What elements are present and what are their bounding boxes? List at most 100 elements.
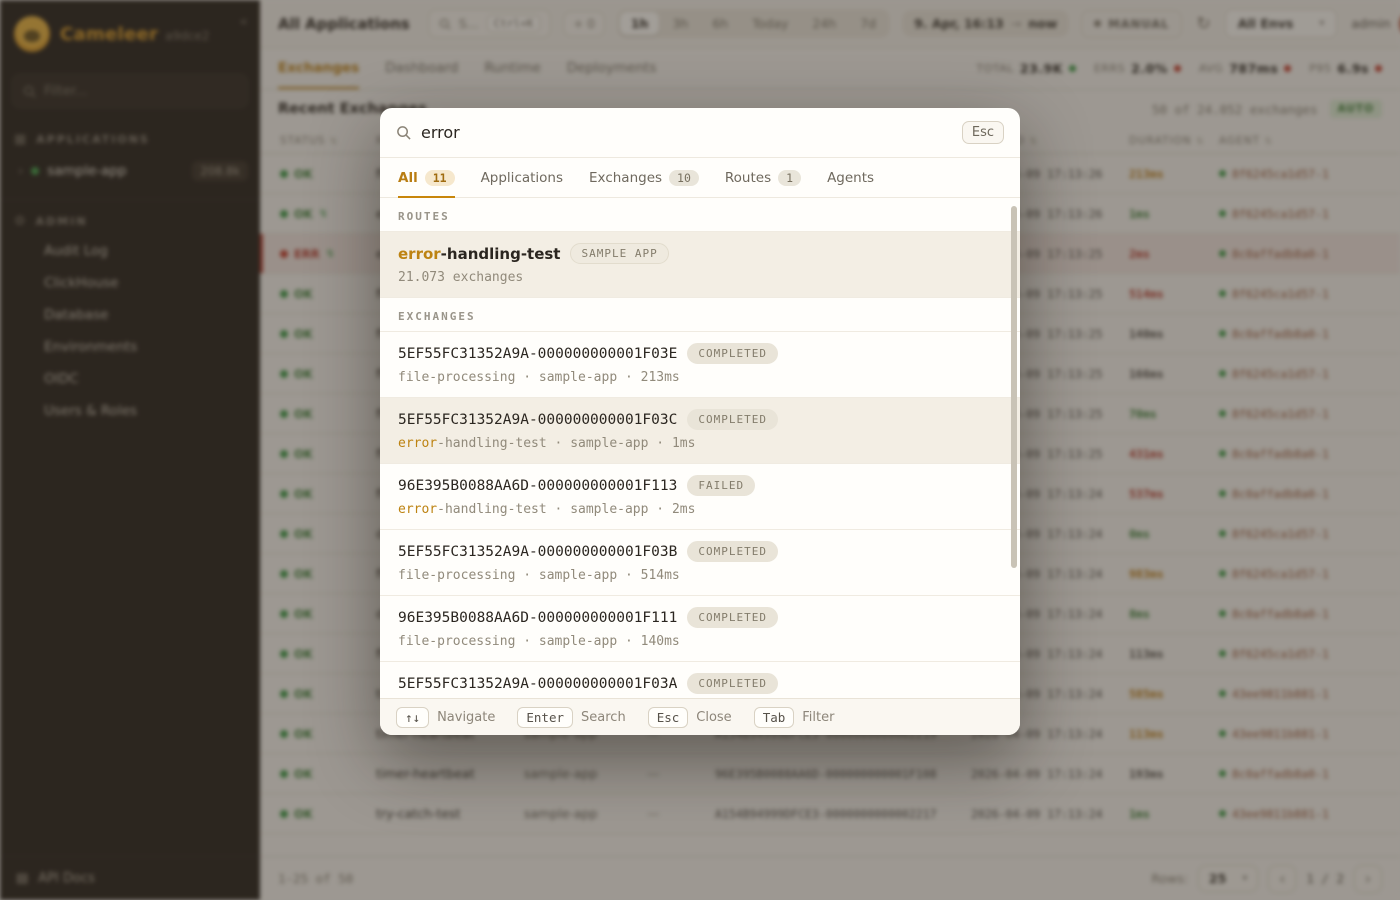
sidebar-item-oidc[interactable]: OIDC: [44, 371, 79, 387]
agent-cell[interactable]: 8c0affadb8a0-1: [1219, 487, 1369, 501]
agent-cell[interactable]: 8f6245ca1d57-1: [1219, 647, 1369, 661]
sidebar-item-database[interactable]: Database: [44, 307, 109, 323]
agent-cell[interactable]: 8f6245ca1d57-1: [1219, 367, 1369, 381]
agent-id: 8f6245ca1d57-1: [1232, 406, 1329, 421]
app-badge: SAMPLE APP: [570, 243, 669, 264]
agent-cell[interactable]: 8c0affadb8a0-1: [1219, 447, 1369, 461]
status-cell: OK: [280, 447, 368, 461]
tab-deployments[interactable]: Deployments: [566, 59, 657, 76]
route-result-item[interactable]: error-handling-test SAMPLE APP 21.073 exch…: [380, 232, 1020, 298]
tab-exchanges[interactable]: Exchanges: [278, 48, 360, 89]
exchange-result-item[interactable]: 96E395B0088AA6D-000000000001F113 FAILED er…: [380, 464, 1020, 530]
modal-tab-exchanges[interactable]: Exchanges 10: [589, 170, 699, 198]
status-dot: [280, 169, 288, 178]
route-cell: try-catch-test: [376, 806, 461, 821]
time-range-1h[interactable]: 1h: [619, 12, 660, 35]
agent-cell[interactable]: 8f6245ca1d57-1: [1219, 287, 1369, 301]
agent-cell[interactable]: 8f6245ca1d57-1: [1219, 407, 1369, 421]
status-text: OK: [294, 526, 313, 541]
status-text: OK: [294, 686, 313, 701]
time-range-today[interactable]: Today: [752, 16, 789, 31]
modal-tab-label: Applications: [480, 170, 564, 186]
match-text: error: [398, 502, 438, 517]
add-filter-chip[interactable]: + 0: [563, 10, 605, 37]
tab-dashboard[interactable]: Dashboard: [385, 59, 459, 76]
agent-id: 8f6245ca1d57-1: [1232, 526, 1329, 541]
agent-cell[interactable]: 8f6245ca1d57-1: [1219, 207, 1369, 221]
refresh-icon[interactable]: ↻: [1196, 13, 1211, 34]
tab-runtime[interactable]: Runtime: [484, 59, 541, 76]
agent-cell[interactable]: 8f6245ca1d57-1: [1219, 167, 1369, 181]
global-search-button[interactable]: S... Ctrl+K: [427, 9, 552, 38]
exchange-result-item[interactable]: 5EF55FC31352A9A-000000000001F03C COMPLETE…: [380, 398, 1020, 464]
exchange-result-item[interactable]: 5EF55FC31352A9A-000000000001F03A COMPLETE…: [380, 662, 1020, 698]
results-section-routes: ROUTES: [380, 198, 1020, 232]
sidebar-item-environments[interactable]: Environments: [44, 339, 138, 355]
agent-cell[interactable]: 43ee9811b881-1: [1219, 727, 1369, 741]
match-text: error: [398, 244, 441, 263]
footer-hint-close: Esc Close: [647, 706, 732, 728]
sidebar-filter-input[interactable]: [44, 83, 237, 99]
esc-button[interactable]: Esc: [961, 121, 1004, 144]
sidebar-item-api-docs[interactable]: ▤ API Docs: [0, 856, 260, 900]
stat-value: 2.0%: [1131, 61, 1168, 76]
duration-cell: 0ms: [1129, 526, 1150, 541]
manual-refresh-button[interactable]: MANUAL: [1081, 9, 1183, 38]
time-range-3h[interactable]: 3h: [672, 16, 689, 31]
top-header: All Applications S... Ctrl+K + 0 1h 3h 6h T…: [260, 0, 1400, 48]
sidebar-item-audit-log[interactable]: Audit Log: [44, 243, 108, 259]
status-cell: OK: [280, 767, 368, 781]
agent-cell[interactable]: 43ee9811b881-1: [1219, 687, 1369, 701]
environment-select[interactable]: All Envs ▾: [1224, 9, 1338, 38]
sidebar-item-clickhouse[interactable]: ClickHouse: [44, 275, 119, 291]
collapse-sidebar-icon[interactable]: «: [239, 14, 248, 30]
modal-tab-all[interactable]: All 11: [398, 170, 455, 198]
modal-tab-agents[interactable]: Agents: [827, 170, 874, 198]
sidebar-filter-box[interactable]: [12, 74, 248, 108]
date-range-picker[interactable]: 9. Apr, 16:13 → now: [902, 10, 1070, 37]
duration-cell: 1ms: [1129, 206, 1150, 221]
column-header-agent[interactable]: AGENT ⇅: [1219, 134, 1273, 147]
exchange-result-title: 5EF55FC31352A9A-000000000001F03C COMPLETE…: [398, 409, 1002, 430]
agent-cell[interactable]: 8f6245ca1d57-1: [1219, 567, 1369, 581]
agent-cell[interactable]: 8c0affadb8a0-1: [1219, 767, 1369, 781]
avatar[interactable]: AD: [1398, 9, 1400, 38]
next-page-button[interactable]: ›: [1354, 864, 1382, 893]
time-range-24h[interactable]: 24h: [812, 16, 837, 31]
agent-cell[interactable]: 8c0affadb8a0-1: [1219, 327, 1369, 341]
status-text: OK: [294, 206, 313, 221]
exchange-result-item[interactable]: 5EF55FC31352A9A-000000000001F03B COMPLETE…: [380, 530, 1020, 596]
time-range-6h[interactable]: 6h: [712, 16, 729, 31]
main-tabbar: Exchanges Dashboard Runtime Deployments TOTA…: [260, 48, 1400, 90]
column-header-status[interactable]: STATUS ⇅: [280, 134, 339, 147]
modal-search-input[interactable]: [421, 123, 952, 142]
search-shortcut-kbd: Ctrl+K: [486, 15, 541, 32]
agent-cell[interactable]: 8c0affadb8a0-1: [1219, 607, 1369, 621]
rows-per-page-value: 25: [1208, 871, 1227, 886]
column-header-duration[interactable]: DURATION ⇅: [1129, 134, 1205, 147]
sidebar-item-users-roles[interactable]: Users & Roles: [44, 403, 138, 419]
agent-cell[interactable]: 8c0affadb8a0-1: [1219, 247, 1369, 261]
footer-hint-filter: Tab Filter: [753, 706, 834, 728]
table-row[interactable]: OK try-catch-test sample-app — A154B94999DFC…: [260, 794, 1400, 834]
kbd-filter: Tab: [753, 706, 795, 728]
agent-id: 8c0affadb8a0-1: [1232, 606, 1329, 621]
time-range-7d[interactable]: 7d: [860, 16, 877, 31]
status-dot-green: [1219, 610, 1226, 617]
table-row[interactable]: OK timer-heartbeat sample-app — 96E395B0088A…: [260, 754, 1400, 794]
modal-tab-applications[interactable]: Applications: [481, 170, 563, 198]
exchange-result-item[interactable]: 5EF55FC31352A9A-000000000001F03E COMPLETE…: [380, 332, 1020, 398]
previous-page-button[interactable]: ‹: [1268, 864, 1297, 893]
sidebar-item-sample-app[interactable]: › sample-app 208.8k: [0, 153, 260, 189]
status-badge: COMPLETED: [687, 607, 778, 628]
exchange-result-item[interactable]: 96E395B0088AA6D-000000000001F111 COMPLETE…: [380, 596, 1020, 662]
agent-cell[interactable]: 8f6245ca1d57-1: [1219, 527, 1369, 541]
scrollbar-thumb[interactable]: [1011, 206, 1017, 568]
status-dot-red: [1173, 65, 1181, 72]
rows-per-page-select[interactable]: 25 ▾: [1197, 865, 1259, 892]
exchange-id: 5EF55FC31352A9A-000000000001F03C: [398, 411, 678, 428]
logo-row[interactable]: Cameleer a9dce2: [0, 0, 260, 64]
applications-label: APPLICATIONS: [36, 133, 150, 146]
agent-cell[interactable]: 43ee9811b881-1: [1219, 807, 1369, 821]
modal-tab-routes[interactable]: Routes 1: [725, 170, 802, 198]
